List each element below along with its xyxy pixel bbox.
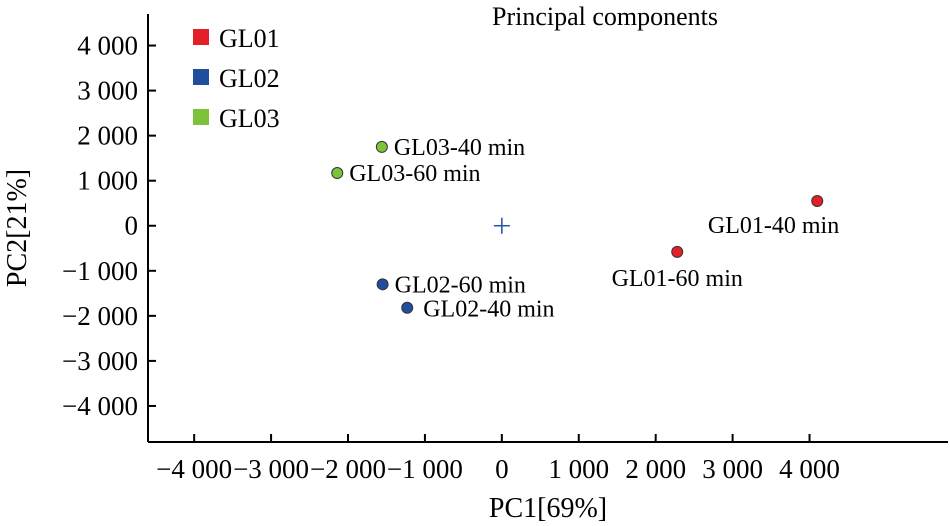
x-tick-label: 1 000 <box>548 454 609 484</box>
x-tick-label: 4 000 <box>779 454 840 484</box>
y-axis-title: PC2[21%] <box>2 169 33 287</box>
x-tick-label: 2 000 <box>625 454 686 484</box>
x-tick-label: 3 000 <box>702 454 763 484</box>
point-label: GL02-40 min <box>423 297 554 323</box>
y-tick-label: 0 <box>125 211 139 241</box>
legend-swatch <box>193 69 209 85</box>
x-tick-label: −3 000 <box>233 454 309 484</box>
data-point <box>331 167 344 180</box>
point-label: GL03-60 min <box>349 161 480 187</box>
y-tick-label: 3 000 <box>77 76 138 106</box>
point-label: GL02-60 min <box>395 272 526 298</box>
x-tick-label: −2 000 <box>310 454 386 484</box>
origin-marker <box>493 217 510 234</box>
data-point <box>671 245 684 258</box>
legend-swatch <box>193 109 209 125</box>
point-label: GL03-40 min <box>394 135 525 161</box>
chart-title: Principal components <box>492 2 718 31</box>
y-tick-label: −3 000 <box>62 346 138 376</box>
x-tick-label: 0 <box>495 454 509 484</box>
data-point <box>375 140 388 153</box>
y-tick-label: −1 000 <box>62 256 138 286</box>
y-tick-label: 2 000 <box>77 121 138 151</box>
legend-swatch <box>193 29 209 45</box>
y-tick-label: −2 000 <box>62 301 138 331</box>
data-point <box>811 194 824 207</box>
y-tick-label: 4 000 <box>77 31 138 61</box>
point-label: GL01-40 min <box>708 213 839 239</box>
data-point <box>401 301 414 314</box>
point-label: GL01-60 min <box>612 266 743 292</box>
legend-label: GL03 <box>219 104 280 133</box>
data-point <box>376 278 389 291</box>
legend-label: GL02 <box>219 64 280 93</box>
x-tick-label: −4 000 <box>156 454 232 484</box>
x-axis-title: PC1[69%] <box>489 493 607 524</box>
y-tick-label: −4 000 <box>62 391 138 421</box>
data-marks: GL01-40 min GL01-60 min GL02-60 minGL02-40… <box>331 135 839 323</box>
x-tick-label: −1 000 <box>387 454 463 484</box>
y-tick-label: 1 000 <box>77 166 138 196</box>
plot-area: −4 000 −3 000 −2 000 −1 000 0 1 000 2 000 3 000… <box>62 14 948 484</box>
legend-label: GL01 <box>219 24 280 53</box>
legend: GL01 GL02 GL03 <box>193 24 280 133</box>
